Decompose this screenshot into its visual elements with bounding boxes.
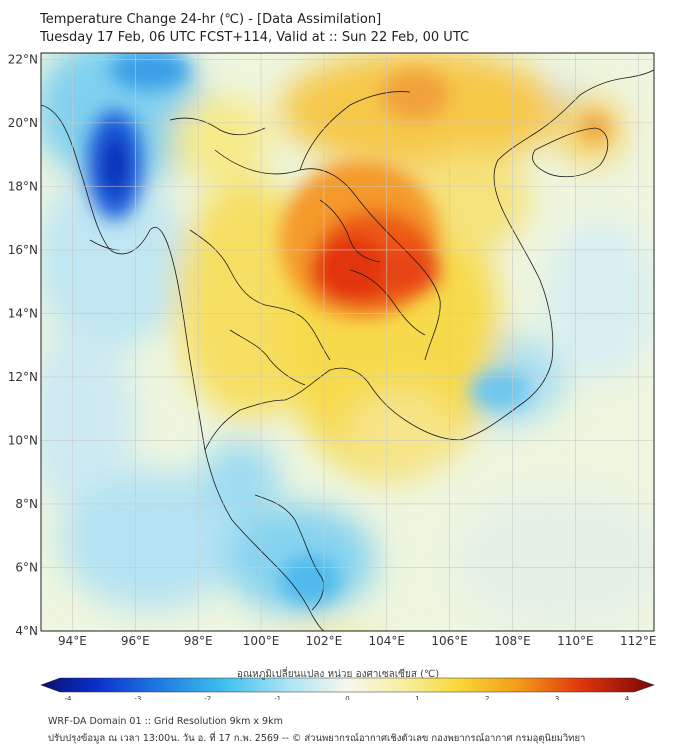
colorbar-tick-label: 1: [415, 695, 419, 700]
lat-tick-label: 10°N: [8, 433, 38, 447]
colorbar-tick-label: 0: [345, 695, 349, 700]
colorbar-tick-label: -3: [134, 695, 141, 700]
colorbar-tick-label: -1: [274, 695, 281, 700]
lat-tick-label: 12°N: [8, 370, 38, 384]
colorbar-title: อุณหภูมิเปลี่ยนแปลง หน่วย องศาเซลเซียส (…: [236, 669, 440, 680]
lon-tick-label: 112°E: [620, 634, 657, 648]
lon-tick-label: 102°E: [306, 634, 343, 648]
lat-tick-label: 6°N: [15, 560, 38, 574]
colorbar: -4 -3 -2 -1 0 1 2 3 4: [40, 677, 655, 700]
temperature-field: [41, 53, 654, 631]
lon-tick-label: 98°E: [184, 634, 213, 648]
colorbar-tick-label: 2: [485, 695, 489, 700]
lon-tick-label: 108°E: [494, 634, 531, 648]
lat-tick-label: 18°N: [8, 179, 38, 193]
lon-tick-label: 100°E: [243, 634, 280, 648]
colorbar-tick-label: -2: [204, 695, 211, 700]
colorbar-tick-label: 3: [555, 695, 559, 700]
gridlines: [41, 53, 654, 631]
footer-model-info: WRF-DA Domain 01 :: Grid Resolution 9km …: [48, 716, 283, 727]
latitude-axis: 22°N 20°N 18°N 16°N 14°N 12°N 10°N 8°N 6°N 4°N: [8, 52, 38, 638]
lat-tick-label: 4°N: [15, 624, 38, 638]
colorbar-tick-label: -4: [65, 695, 73, 700]
map-frame: [40, 52, 655, 632]
lat-tick-label: 20°N: [8, 116, 38, 130]
lon-tick-label: 106°E: [431, 634, 468, 648]
chart-title: Temperature Change 24-hr (℃) - [Data Ass…: [40, 12, 382, 27]
temperature-change-map: 22°N 20°N 18°N 16°N 14°N 12°N 10°N 8°N 6°N 4°N 94…: [8, 52, 657, 700]
chart-subtitle: Tuesday 17 Feb, 06 UTC FCST+114, Valid a…: [40, 30, 470, 45]
footer-credit: ปรับปรุงข้อมูล ณ เวลา 13:00น. วัน อ. ที่…: [48, 733, 586, 744]
lat-tick-label: 8°N: [15, 497, 38, 511]
longitude-axis: 94°E 96°E 98°E 100°E 102°E 104°E 106°E 108°E 110…: [58, 634, 657, 648]
lat-tick-label: 16°N: [8, 243, 38, 257]
lat-tick-label: 22°N: [8, 52, 38, 66]
lon-tick-label: 94°E: [58, 634, 87, 648]
lat-tick-label: 14°N: [8, 306, 38, 320]
colorbar-tick-label: 4: [625, 695, 630, 700]
lon-tick-label: 96°E: [121, 634, 150, 648]
lon-tick-label: 110°E: [557, 634, 594, 648]
lon-tick-label: 104°E: [369, 634, 406, 648]
